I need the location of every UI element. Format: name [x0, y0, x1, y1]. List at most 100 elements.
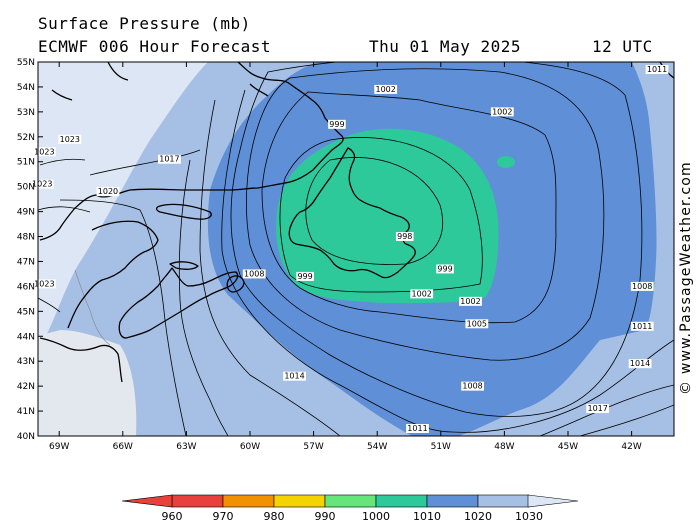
- model-forecast-label: ECMWF 006 Hour Forecast: [38, 37, 272, 56]
- legend-level-label: 980: [264, 510, 285, 523]
- forecast-time: 12 UTC: [592, 37, 653, 56]
- isobar-998: [305, 157, 443, 265]
- isobar-label-bg: [406, 424, 429, 434]
- isobar-label-bg: [459, 296, 482, 306]
- lat-label: 42N: [17, 382, 35, 392]
- lon-label: 69W: [49, 442, 69, 452]
- latitude-labels: 55N 54N 53N 52N 51N 50N 49N 48N 47N 46N 45N 44N 43N 4…: [17, 58, 35, 442]
- isobar-label-bg: [96, 187, 120, 197]
- isobar-1011: [221, 89, 674, 433]
- newfoundland-island: [288, 147, 416, 279]
- legend-high-arrow: [527, 494, 579, 508]
- isobar-label-bg: [58, 134, 82, 144]
- isobar-label: 1023: [32, 180, 52, 189]
- legend-cell: [426, 494, 479, 508]
- pressure-fill-layer: [38, 62, 674, 436]
- cape-breton: [226, 275, 245, 293]
- isobar-label: 1011: [647, 65, 667, 74]
- isobar-label-bg: [490, 107, 514, 117]
- legend-level-label: 1020: [464, 510, 492, 523]
- isobar-label-bg: [461, 381, 484, 391]
- lon-label: 54W: [367, 442, 387, 452]
- isobar-label: 1008: [244, 269, 264, 278]
- legend-level-label: 990: [315, 510, 336, 523]
- lat-label: 45N: [17, 307, 35, 317]
- lat-label: 54N: [17, 83, 35, 93]
- labrador-coast: [229, 62, 344, 191]
- isobar-label-bg: [32, 147, 56, 157]
- isobar-label: 1002: [376, 85, 396, 94]
- coastline-layer: [39, 62, 674, 383]
- isobar-label: 1014: [284, 372, 304, 381]
- band-1020-1030: [38, 62, 208, 350]
- isobar-label: 1023: [34, 279, 54, 288]
- isobar-label: 1017: [588, 404, 608, 413]
- isobar-label: 1002: [412, 289, 432, 298]
- lat-label: 40N: [17, 432, 35, 442]
- isobar-label: 1011: [632, 322, 652, 331]
- legend-cell: [222, 494, 275, 508]
- legend-level-label: 1030: [515, 510, 543, 523]
- lon-label: 57W: [303, 442, 323, 452]
- isobar-1020: [59, 199, 187, 436]
- nova-scotia: [118, 267, 239, 339]
- isobar-1002: [261, 91, 557, 324]
- isobar-label-bg: [410, 289, 434, 299]
- isobar-1005: [246, 68, 605, 361]
- isobar-label: 1002: [460, 297, 480, 306]
- legend-level-label: 960: [162, 510, 183, 523]
- legend-level-label: 1010: [413, 510, 441, 523]
- isobar-label: 1002: [492, 107, 512, 116]
- isobar-label-bg: [374, 84, 398, 94]
- isobar-label: 1011: [407, 424, 427, 433]
- isobar-1008: [230, 62, 643, 418]
- isobar-label: 1023: [60, 135, 80, 144]
- isobar-label-bg: [158, 154, 181, 164]
- isobar-label-bg: [645, 64, 669, 74]
- isobar-label: 1017: [159, 155, 179, 164]
- isobar-label: 999: [329, 120, 344, 129]
- lat-label: 43N: [17, 357, 35, 367]
- isobar-label-bg: [630, 281, 654, 291]
- isobar-label: 1020: [98, 187, 118, 196]
- lat-label: 48N: [17, 233, 35, 243]
- isobar-label-bg: [32, 279, 56, 289]
- isobar-label-bg: [283, 371, 306, 381]
- legend-level-label: 1000: [362, 510, 390, 523]
- lon-label: 45W: [558, 442, 578, 452]
- isobar-labels: 1002 1002 999 1017 1023 1023 1023 1020 998 999 999…: [30, 64, 669, 434]
- isobar-label-bg: [242, 269, 266, 279]
- isobar-label-bg: [628, 359, 652, 369]
- website-credit: © www.PassageWeather.com: [678, 161, 694, 395]
- lon-label: 42W: [621, 442, 641, 452]
- legend-level-label: 970: [213, 510, 234, 523]
- pei-island: [169, 261, 199, 270]
- legend-cell: [171, 494, 224, 508]
- pressure-legend: 960 970 980 990 1000 1010 1020 1030: [121, 494, 579, 523]
- lon-label: 63W: [176, 442, 196, 452]
- lat-label: 51N: [17, 158, 35, 168]
- maine-coast: [39, 337, 123, 383]
- gaspe-new-brunswick: [67, 220, 159, 329]
- isobar-label: 998: [397, 232, 412, 241]
- map-frame: [37, 61, 675, 437]
- labrador-islands: [51, 62, 269, 101]
- lat-label: 41N: [17, 407, 35, 417]
- lon-label: 51W: [431, 442, 451, 452]
- legend-cell: [273, 494, 326, 508]
- lon-label: 66W: [113, 442, 133, 452]
- isobar-label: 999: [437, 264, 452, 273]
- legend-cell: [324, 494, 377, 508]
- lon-label: 48W: [494, 442, 514, 452]
- legend-low-arrow: [121, 494, 173, 508]
- isobar-label: 1005: [467, 319, 487, 328]
- isobar-label-bg: [296, 271, 314, 281]
- lat-label: 47N: [17, 257, 35, 267]
- isobar-label-bg: [30, 179, 54, 189]
- isobar-label: 1008: [632, 282, 652, 291]
- quebec-north-shore: [39, 188, 231, 241]
- anticosti-island: [155, 203, 212, 220]
- isobar-label-bg: [465, 319, 489, 329]
- lat-label: 52N: [17, 133, 35, 143]
